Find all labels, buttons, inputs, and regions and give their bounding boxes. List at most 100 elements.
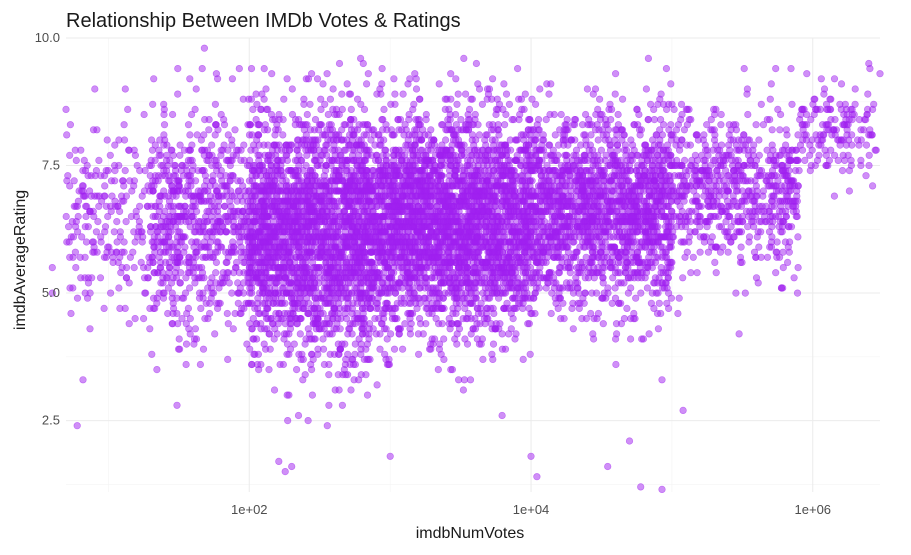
data-point: [164, 218, 171, 225]
data-point: [297, 254, 304, 261]
data-point: [354, 300, 361, 307]
data-point: [142, 290, 149, 297]
data-point: [382, 147, 389, 154]
data-point: [413, 86, 420, 93]
data-point: [335, 132, 342, 139]
data-point: [264, 127, 271, 134]
data-point: [348, 387, 355, 394]
data-point: [272, 203, 279, 210]
data-point: [490, 356, 497, 363]
data-point: [376, 142, 383, 149]
data-point: [332, 152, 339, 159]
data-point: [327, 351, 334, 358]
data-point: [439, 121, 446, 128]
data-point: [455, 91, 462, 98]
data-point: [330, 106, 337, 113]
data-point: [314, 320, 321, 327]
data-point: [407, 76, 414, 83]
data-point: [230, 326, 237, 333]
data-point: [363, 172, 370, 179]
data-point: [202, 315, 209, 322]
data-point: [308, 366, 315, 373]
data-point: [180, 172, 187, 179]
data-point: [326, 402, 333, 409]
data-point: [228, 157, 235, 164]
data-point: [363, 346, 370, 353]
data-point: [111, 178, 118, 185]
data-point: [232, 127, 239, 134]
data-point: [213, 259, 220, 266]
data-point: [148, 157, 155, 164]
data-point: [261, 341, 268, 348]
data-point: [478, 300, 485, 307]
data-point: [264, 106, 271, 113]
data-point: [253, 320, 260, 327]
data-point: [361, 157, 368, 164]
data-point: [208, 142, 215, 149]
data-point: [375, 305, 382, 312]
data-point: [97, 234, 104, 241]
data-point: [169, 111, 176, 118]
data-point: [118, 193, 125, 200]
data-point: [102, 223, 109, 230]
data-point: [361, 356, 368, 363]
data-point: [263, 315, 270, 322]
data-point: [247, 254, 254, 261]
data-point: [152, 213, 159, 220]
data-point: [155, 172, 162, 179]
data-point: [328, 121, 335, 128]
data-point: [225, 320, 232, 327]
data-point: [111, 229, 118, 236]
data-point: [161, 239, 168, 246]
data-point: [303, 76, 310, 83]
data-point: [445, 116, 452, 123]
data-point: [206, 127, 213, 134]
data-point: [301, 188, 308, 195]
data-point: [114, 239, 121, 246]
data-point: [302, 341, 309, 348]
data-point: [290, 239, 297, 246]
data-point: [175, 346, 182, 353]
data-point: [311, 193, 318, 200]
data-point: [321, 320, 328, 327]
data-point: [315, 346, 322, 353]
data-point: [208, 198, 215, 205]
data-point: [183, 341, 190, 348]
data-point: [283, 269, 290, 276]
data-point: [292, 218, 299, 225]
data-point: [286, 331, 293, 338]
data-point: [357, 264, 364, 271]
data-point: [169, 147, 176, 154]
data-point: [83, 239, 90, 246]
data-point: [161, 121, 168, 128]
data-point: [157, 264, 164, 271]
data-point: [213, 70, 220, 77]
data-point: [254, 101, 261, 108]
data-point: [192, 106, 199, 113]
data-point: [379, 193, 386, 200]
data-point: [281, 96, 288, 103]
data-point: [383, 300, 390, 307]
data-point: [169, 320, 176, 327]
data-point: [291, 188, 298, 195]
data-point: [240, 259, 247, 266]
data-point: [165, 249, 172, 256]
data-point: [154, 295, 161, 302]
data-point: [207, 183, 214, 190]
data-point: [68, 310, 75, 317]
data-point: [322, 147, 329, 154]
data-point: [289, 264, 296, 271]
data-point: [355, 223, 362, 230]
data-point: [392, 91, 399, 98]
data-point: [210, 208, 217, 215]
data-point: [370, 280, 377, 287]
data-point: [172, 172, 179, 179]
data-point: [240, 280, 247, 287]
data-point: [167, 157, 174, 164]
points-layer: [49, 45, 883, 493]
data-point: [361, 106, 368, 113]
data-point: [121, 137, 128, 144]
data-point: [247, 121, 254, 128]
data-point: [290, 305, 297, 312]
data-point: [284, 417, 291, 424]
